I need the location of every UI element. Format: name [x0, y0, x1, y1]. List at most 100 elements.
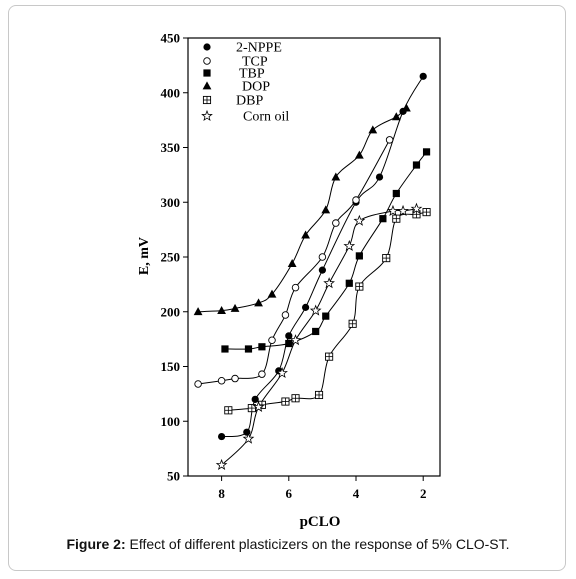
x-tick-label: 6 [286, 486, 293, 501]
point-2-nppe [375, 173, 384, 181]
point-tbp [244, 345, 253, 353]
point-tbp [355, 252, 363, 260]
point-corn-oil [276, 366, 288, 379]
point-tcp [231, 374, 239, 383]
point-tcp [258, 370, 266, 378]
point-dop [391, 112, 401, 121]
legend-label-tcp: TCP [242, 55, 268, 70]
point-tcp [318, 253, 327, 261]
point-corn-oil [343, 239, 356, 252]
point-2-nppe [218, 432, 226, 441]
point-2-nppe [302, 303, 310, 311]
legend-label-dop: DOP [242, 80, 270, 95]
legend-marker-dop [202, 81, 212, 90]
point-dbp [422, 208, 431, 217]
y-tick-label: 350 [161, 140, 181, 155]
point-tcp [352, 196, 360, 204]
legend-marker-2-nppe [203, 43, 211, 51]
chart: 50 100 150 200 250 300 350 400 450 8 6 4 2 2-NPPETCP… [137, 31, 441, 530]
point-dop [354, 150, 364, 159]
point-corn-oil [323, 277, 335, 289]
y-tick-label: 450 [161, 31, 181, 46]
point-corn-oil [387, 204, 399, 216]
figure-frame [8, 5, 566, 571]
point-dop [193, 307, 203, 316]
legend-marker-tcp [203, 57, 211, 65]
point-dop [217, 306, 226, 315]
point-dop [331, 172, 341, 181]
point-tbp [379, 215, 387, 223]
x-tick-label: 4 [353, 486, 360, 501]
point-tcp [281, 311, 290, 319]
point-dbp [325, 352, 334, 361]
y-tick-label: 100 [161, 414, 181, 429]
point-dop [321, 205, 331, 214]
curve-dop [198, 107, 407, 313]
point-dop [368, 125, 378, 134]
axes: 50 100 150 200 250 300 350 400 450 8 6 4 2 [161, 31, 441, 501]
y-tick-label: 200 [161, 304, 181, 319]
point-dbp [348, 319, 357, 328]
point-tbp [322, 312, 330, 320]
point-tcp [291, 283, 300, 292]
point-dbp [392, 214, 401, 223]
point-2-nppe [419, 72, 427, 80]
legend-label-tbp: TBP [239, 67, 265, 82]
point-dop [254, 298, 263, 307]
point-dop [230, 303, 240, 312]
data-markers [193, 72, 431, 471]
point-corn-oil [410, 202, 423, 214]
point-dbp [247, 404, 256, 413]
point-tbp [392, 189, 400, 198]
y-tick-label: 150 [161, 359, 181, 374]
point-dbp [291, 394, 300, 403]
point-dbp [355, 282, 364, 291]
curve-dbp [228, 211, 427, 411]
caption-text: Effect of different plasticizers on the … [125, 536, 510, 552]
point-corn-oil [353, 214, 366, 226]
point-tcp [217, 376, 226, 385]
point-tcp [332, 219, 340, 227]
point-2-nppe [251, 395, 259, 403]
point-tcp [385, 136, 394, 144]
point-corn-oil [215, 458, 228, 471]
point-tbp [285, 339, 293, 348]
point-corn-oil [242, 432, 255, 444]
point-tbp [221, 345, 229, 353]
legend-label-2-nppe: 2-NPPE [236, 41, 282, 56]
point-tbp [412, 161, 421, 169]
point-2-nppe [243, 428, 251, 436]
point-tbp [258, 343, 266, 351]
point-dop [267, 289, 277, 298]
y-tick-label: 400 [161, 85, 181, 100]
curve-corn-oil [221, 208, 417, 466]
x-tick-label: 2 [420, 486, 427, 501]
point-dbp [281, 397, 290, 406]
caption-label: Figure 2: [66, 536, 126, 552]
point-tcp [194, 380, 202, 388]
y-tick-label: 250 [161, 250, 181, 265]
point-dop [287, 258, 297, 267]
legend-marker-corn-oil [201, 109, 213, 121]
legend-marker-tbp [203, 69, 211, 77]
point-corn-oil [289, 334, 302, 346]
y-axis-label: E, mV [137, 237, 152, 275]
point-2-nppe [318, 266, 326, 274]
point-tbp [345, 279, 353, 287]
point-tcp [268, 336, 276, 344]
point-dbp [224, 406, 233, 415]
y-tick-label: 50 [167, 469, 180, 484]
point-tbp [312, 327, 320, 336]
x-tick-label: 8 [218, 486, 225, 501]
point-tbp [422, 148, 431, 156]
legend-label-dbp: DBP [236, 94, 263, 109]
figure-caption: Figure 2: Effect of different plasticize… [0, 536, 576, 552]
point-dbp [314, 390, 324, 400]
point-dop [301, 230, 310, 239]
point-corn-oil [397, 204, 409, 216]
point-2-nppe [285, 332, 293, 340]
point-dop [402, 103, 411, 112]
legend-label-corn-oil: Corn oil [243, 110, 289, 125]
point-dbp [382, 254, 391, 263]
